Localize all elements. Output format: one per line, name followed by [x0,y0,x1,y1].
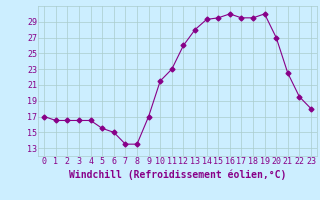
X-axis label: Windchill (Refroidissement éolien,°C): Windchill (Refroidissement éolien,°C) [69,169,286,180]
